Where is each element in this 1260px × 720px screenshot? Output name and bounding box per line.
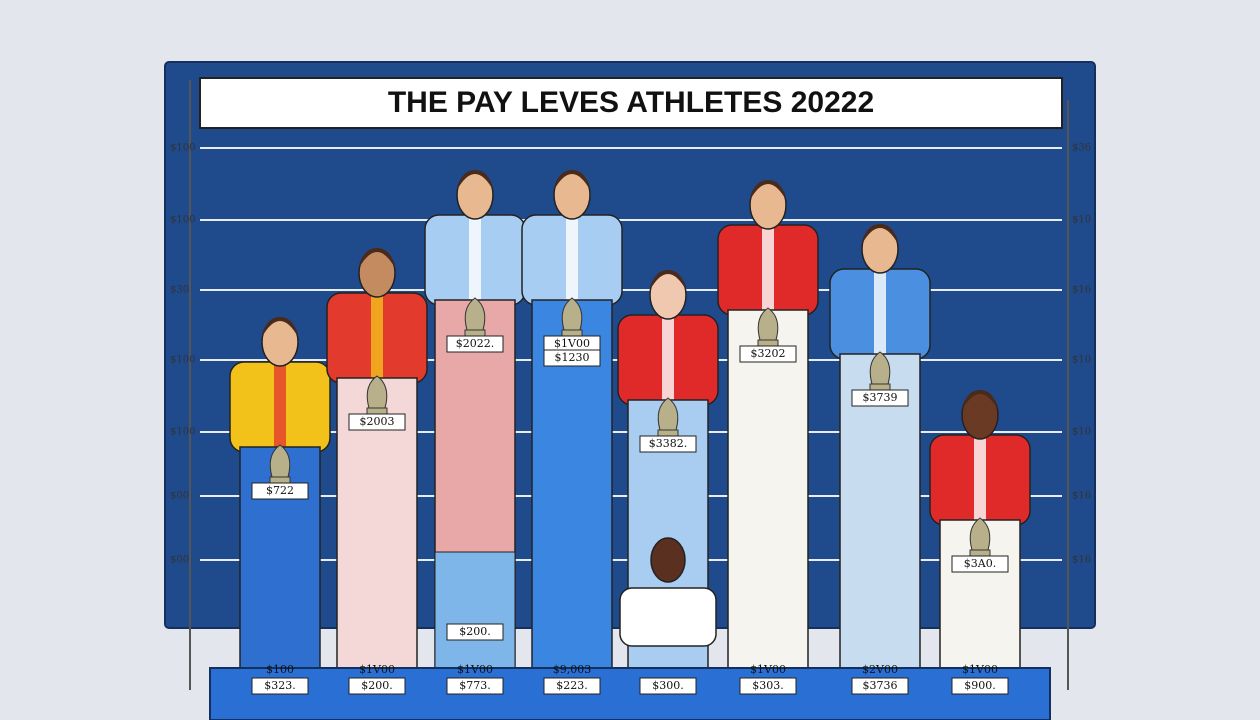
- jersey-stripe: [371, 293, 383, 383]
- jersey-stripe: [274, 362, 286, 452]
- bottom-tag-text: $2V00: [862, 663, 898, 676]
- right-axis-label: $16: [1072, 555, 1091, 566]
- price-tag: [951, 555, 1009, 573]
- bottom-tag-text: $303.: [752, 679, 784, 692]
- price-tag-text: $3382.: [649, 437, 688, 450]
- podium: [209, 667, 1051, 720]
- right-axis-label: $10: [1072, 215, 1091, 226]
- trophy: [757, 307, 779, 349]
- trophy: [561, 297, 583, 339]
- bottom-tag-text: $1V00: [359, 663, 395, 676]
- bottom-tag: [951, 677, 1009, 695]
- price-tag-text: $2022.: [456, 337, 495, 350]
- price-tag: [446, 335, 504, 353]
- bottom-tag-text: $223.: [556, 679, 588, 692]
- right-axis-label: $16: [1072, 285, 1091, 296]
- athlete-hair: [962, 390, 998, 410]
- price-tag: [639, 435, 697, 453]
- bar-lower: [434, 551, 516, 669]
- bottom-tag: [446, 677, 504, 695]
- athlete-hair: [457, 170, 493, 190]
- jersey-stripe: [874, 269, 886, 359]
- athlete-hair: [359, 248, 395, 268]
- bottom-tag-text: $100: [266, 663, 294, 676]
- bottom-tag-text: $1V00: [457, 663, 493, 676]
- title: THE PAY LEVES ATHLETES 20222: [388, 86, 874, 119]
- athlete-head: [650, 537, 686, 583]
- price-tag: [348, 413, 406, 431]
- left-axis-label: $100: [170, 215, 195, 226]
- price-tag: [251, 482, 309, 500]
- athlete-hair: [262, 317, 298, 337]
- right-axis-label: $36: [1072, 143, 1091, 154]
- bottom-tag: [251, 677, 309, 695]
- bottom-tag-text: $9,003: [553, 663, 592, 676]
- price-tag: [851, 389, 909, 407]
- bottom-tag: [851, 677, 909, 695]
- bottom-tag-text: $3736: [863, 679, 898, 692]
- jersey-stripe: [974, 435, 986, 525]
- bottom-tag: [543, 677, 601, 695]
- bottom-tag-text: $1V00: [962, 663, 998, 676]
- jersey-stripe: [469, 215, 481, 305]
- athlete-hair: [862, 224, 898, 244]
- bottom-tag: [348, 677, 406, 695]
- left-axis-label: $100: [170, 143, 195, 154]
- left-axis-label: $30: [170, 285, 189, 296]
- right-axis-label: $10: [1072, 355, 1091, 366]
- athlete-hair: [554, 170, 590, 190]
- price-tag-text: $1V00: [554, 337, 590, 350]
- jersey-stripe: [762, 225, 774, 315]
- left-axis-label: $100: [170, 427, 195, 438]
- bottom-tag-text: $1V00: [750, 663, 786, 676]
- jersey-stripe: [662, 315, 674, 405]
- bottom-tag: [639, 677, 697, 695]
- left-axis-label: $100: [170, 355, 195, 366]
- price-tag-text: $1230: [555, 351, 590, 364]
- price-tag: [543, 349, 601, 367]
- bottom-tag-text: $323.: [264, 679, 296, 692]
- right-axis-label: $10: [1072, 427, 1091, 438]
- bar: [727, 309, 809, 669]
- price-tag-text: $3202: [751, 347, 786, 360]
- right-axis-label: $16: [1072, 491, 1091, 502]
- price-tag-text: $3739: [863, 391, 898, 404]
- title-box: [199, 77, 1063, 129]
- price-tag-text: $2003: [360, 415, 395, 428]
- athlete-jersey: [619, 587, 717, 647]
- jersey-stripe: [566, 215, 578, 305]
- athlete-hair: [650, 270, 686, 290]
- price-tag-text: $722: [266, 484, 294, 497]
- bottom-tag-text: $200.: [361, 679, 393, 692]
- price-tag-text: $3A0.: [964, 557, 996, 570]
- bottom-tag: [739, 677, 797, 695]
- left-axis-label: $00: [170, 491, 189, 502]
- price-tag-text: $200.: [459, 625, 491, 638]
- athlete-hair: [750, 180, 786, 200]
- bottom-tag-text: $773.: [459, 679, 491, 692]
- bottom-tag-text: $900.: [964, 679, 996, 692]
- price-tag: [739, 345, 797, 363]
- price-tag: [446, 623, 504, 641]
- bottom-tag-text: $300.: [652, 679, 684, 692]
- left-axis-label: $00: [170, 555, 189, 566]
